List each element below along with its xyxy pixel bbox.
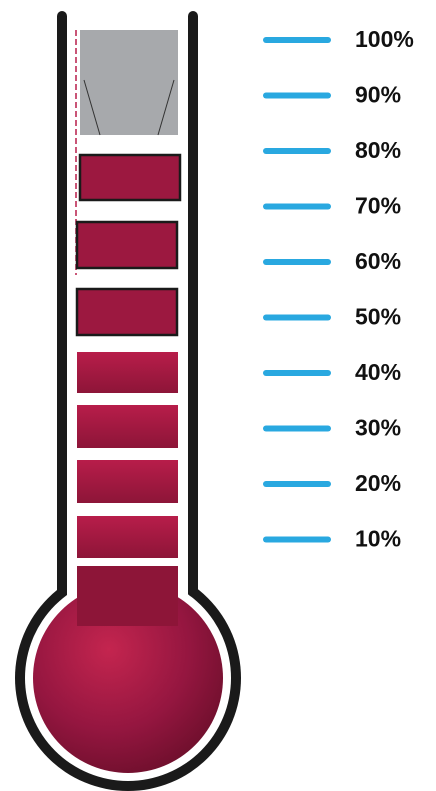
scale-label: 90% [355, 82, 401, 108]
scale-label: 100% [355, 26, 414, 52]
filled-segments [77, 352, 178, 558]
scale-label: 30% [355, 415, 401, 441]
scale: 100% 90% 80% 70% 60% 50% 40% 30% 20% 10% [263, 26, 414, 552]
bulb [15, 540, 241, 791]
scale-label: 70% [355, 193, 401, 219]
tube [57, 11, 198, 597]
scale-label: 60% [355, 248, 401, 274]
outlined-segments [75, 153, 182, 337]
scale-label: 50% [355, 304, 401, 330]
scale-label: 20% [355, 470, 401, 496]
scale-label: 40% [355, 359, 401, 385]
scale-label: 10% [355, 526, 401, 552]
scale-label: 80% [355, 137, 401, 163]
empty-segment [80, 30, 178, 136]
